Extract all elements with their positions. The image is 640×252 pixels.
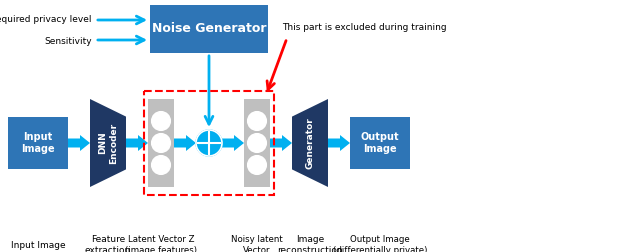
- Polygon shape: [270, 135, 292, 151]
- Circle shape: [196, 130, 222, 156]
- Text: Noise Generator: Noise Generator: [152, 22, 266, 36]
- Bar: [244, 99, 270, 187]
- Polygon shape: [126, 135, 148, 151]
- Polygon shape: [292, 99, 328, 187]
- Circle shape: [248, 156, 266, 174]
- Circle shape: [248, 134, 266, 152]
- Bar: [144, 91, 274, 195]
- Text: This part is excluded during training: This part is excluded during training: [282, 23, 447, 33]
- Bar: [148, 99, 174, 187]
- Text: Sensitivity: Sensitivity: [44, 37, 92, 46]
- Polygon shape: [90, 99, 126, 187]
- Circle shape: [248, 112, 266, 130]
- Text: Input
Image: Input Image: [21, 132, 55, 154]
- Text: Required privacy level: Required privacy level: [0, 15, 92, 23]
- Text: Noisy latent
Vector: Noisy latent Vector: [231, 235, 283, 252]
- Circle shape: [152, 134, 170, 152]
- Circle shape: [152, 156, 170, 174]
- Bar: [350, 117, 410, 169]
- Text: Input Image: Input Image: [11, 240, 65, 249]
- Polygon shape: [222, 135, 244, 151]
- Polygon shape: [328, 135, 350, 151]
- Text: DNN
Encoder: DNN Encoder: [99, 122, 118, 164]
- Text: Latent Vector Z
(image features): Latent Vector Z (image features): [125, 235, 197, 252]
- Text: Feature
extraction: Feature extraction: [85, 235, 131, 252]
- Bar: [8, 117, 68, 169]
- Text: Output Image
(differentially private): Output Image (differentially private): [333, 235, 427, 252]
- Text: Image
reconstruction: Image reconstruction: [277, 235, 343, 252]
- Polygon shape: [174, 135, 196, 151]
- Circle shape: [152, 112, 170, 130]
- Text: Generator: Generator: [305, 117, 314, 169]
- Polygon shape: [68, 135, 90, 151]
- Text: Output
Image: Output Image: [361, 132, 399, 154]
- Bar: [150, 5, 268, 53]
